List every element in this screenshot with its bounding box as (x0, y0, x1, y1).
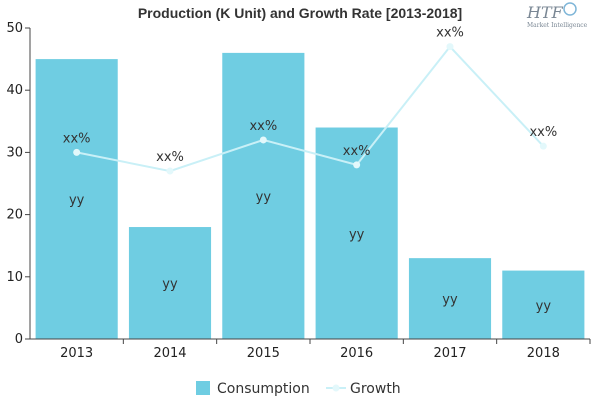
x-tick-label-2015: 2015 (247, 346, 280, 361)
plot-area: yy yy yy yy yy yy 0 10 20 30 40 50 2013 2014 2015 2016 2… (6, 21, 591, 361)
bar-label-2018: yy (536, 299, 552, 314)
bar-label-2016: yy (349, 227, 365, 242)
growth-label-2016: xx% (343, 144, 371, 159)
growth-point-2018 (539, 142, 547, 150)
y-tick-label-40: 40 (6, 83, 23, 98)
logo-subtext: Market Intelligence (527, 22, 588, 29)
legend-growth-label: Growth (350, 381, 401, 397)
bar-2014 (128, 227, 212, 339)
growth-point-2013 (73, 148, 81, 156)
growth-line (76, 45, 545, 173)
bar-2013 (35, 59, 118, 339)
x-tick-label-2013: 2013 (60, 346, 93, 361)
y-tick-label-50: 50 (6, 21, 23, 36)
legend-consumption-label: Consumption (217, 381, 310, 397)
bar-label-2014: yy (162, 277, 178, 292)
bar-label-2017: yy (442, 293, 458, 308)
logo-text: HTF (526, 3, 564, 22)
bar-2015 (222, 52, 305, 339)
legend-consumption-swatch (196, 381, 210, 395)
y-tick-label-20: 20 (6, 208, 23, 223)
growth-label-2015: xx% (249, 119, 277, 134)
growth-label-2014: xx% (156, 150, 184, 165)
growth-point-2014 (166, 167, 174, 175)
y-tick-label-0: 0 (15, 332, 23, 347)
legend-growth-marker (332, 384, 340, 392)
growth-point-2016 (353, 161, 361, 169)
y-tick-label-30: 30 (6, 145, 23, 160)
chart-title: Production (K Unit) and Growth Rate [201… (138, 5, 462, 21)
bar-label-2013: yy (69, 193, 85, 208)
bar-2017 (408, 258, 492, 339)
bar-label-2015: yy (256, 190, 272, 205)
x-tick-label-2014: 2014 (153, 346, 186, 361)
htf-logo: HTF Market Intelligence (526, 2, 588, 29)
growth-label-2018: xx% (529, 125, 557, 140)
y-tick-label-10: 10 (6, 270, 23, 285)
growth-point-2017 (446, 43, 454, 51)
growth-label-2013: xx% (63, 131, 91, 146)
growth-point-2015 (259, 136, 267, 144)
legend: Consumption Growth (196, 381, 401, 397)
growth-label-2017: xx% (436, 26, 464, 41)
logo-globe-icon (563, 2, 577, 16)
x-tick-label-2017: 2017 (433, 346, 466, 361)
x-tick-label-2018: 2018 (527, 346, 560, 361)
bar-2018 (502, 270, 585, 339)
x-tick-label-2016: 2016 (340, 346, 373, 361)
